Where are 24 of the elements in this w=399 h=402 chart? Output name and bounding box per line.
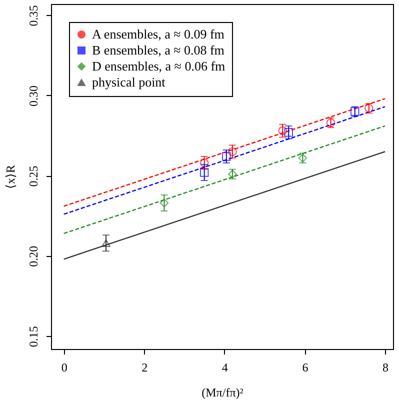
point	[278, 126, 287, 136]
legend-label: B ensembles, a ≈ 0.08 fm	[92, 42, 224, 58]
x-tick-label: 8	[382, 360, 388, 374]
point	[102, 239, 110, 247]
y-tick-label: 0.35	[26, 5, 40, 26]
y-tick-label: 0.30	[26, 85, 40, 106]
point	[160, 198, 169, 208]
y-axis-title: ⟨x⟩R	[4, 164, 18, 190]
y-tick-label: 0.20	[26, 246, 40, 267]
x-axis-title: (Mπ/fπ)²	[202, 386, 244, 400]
x-tick-label: 4	[222, 360, 228, 374]
point	[228, 147, 237, 156]
x-tick-label: 2	[142, 360, 148, 374]
legend-label: A ensembles, a ≈ 0.09 fm	[92, 26, 224, 42]
x-tick-label: 0	[61, 360, 68, 374]
legend-label: D ensembles, a ≈ 0.06 fm	[92, 58, 226, 74]
y-tick-label: 0.25	[26, 166, 40, 187]
y-tick-label: 0.15	[26, 326, 40, 348]
point	[284, 128, 294, 137]
legend-label: physical point	[92, 74, 166, 90]
point	[222, 152, 231, 161]
x-tick-label: 6	[302, 360, 308, 374]
point	[200, 168, 209, 177]
point	[200, 158, 209, 168]
